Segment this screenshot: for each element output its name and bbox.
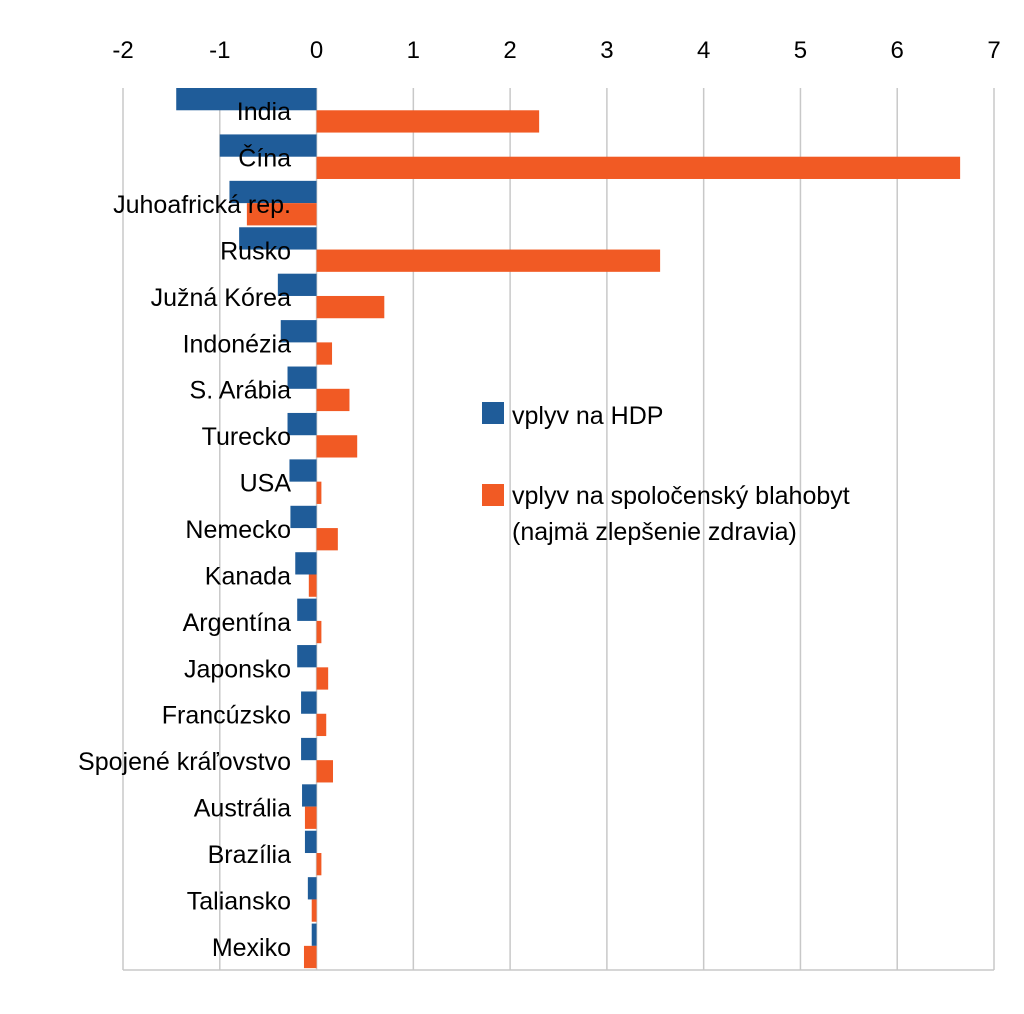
bar-gdp <box>307 877 317 900</box>
category-label: Rusko <box>220 237 291 265</box>
bar-gdp <box>304 830 317 854</box>
bar-welfare <box>316 853 322 876</box>
bar-welfare <box>316 713 327 737</box>
bar-gdp <box>301 691 317 714</box>
x-tick-label: 5 <box>794 37 807 64</box>
bar-gdp <box>277 273 317 296</box>
bar-gdp <box>297 645 317 668</box>
bar-gdp <box>311 923 317 946</box>
bar-welfare <box>316 249 661 272</box>
category-label: Kanada <box>205 562 291 590</box>
bar-gdp <box>290 505 317 529</box>
category-label: Argentína <box>183 609 292 637</box>
bar-gdp <box>229 180 317 204</box>
bar-gdp <box>287 366 317 389</box>
category-label: Brazília <box>208 841 291 869</box>
bar-welfare <box>316 760 334 783</box>
bar-welfare <box>316 528 338 551</box>
bar-gdp <box>289 459 317 482</box>
category-label: Južná Kórea <box>151 284 291 312</box>
legend-label-gdp: vplyv na HDP <box>512 402 663 430</box>
bar-welfare <box>316 156 961 179</box>
bar-welfare <box>303 945 317 969</box>
category-label: Turecko <box>202 423 291 451</box>
x-tick-label: 0 <box>310 37 323 64</box>
bar-welfare <box>316 667 329 690</box>
category-label: Francúzsko <box>162 702 291 730</box>
category-label: Nemecko <box>185 516 291 544</box>
x-tick-label: 3 <box>600 37 613 64</box>
bar-welfare <box>308 574 317 597</box>
x-tick-label: -2 <box>112 37 133 64</box>
legend-swatch-welfare <box>482 484 504 506</box>
bar-welfare <box>311 899 317 922</box>
bars <box>176 88 961 969</box>
category-label: Austrália <box>194 795 291 823</box>
bar-gdp <box>302 784 317 807</box>
x-tick-label: 4 <box>697 37 710 64</box>
x-tick-label: 7 <box>987 37 1000 64</box>
bar-gdp <box>297 598 317 621</box>
bar-gdp <box>239 227 317 250</box>
x-axis-tick-labels: -2 -1 0 1 2 3 4 5 6 7 <box>112 37 1000 64</box>
bar-welfare <box>316 110 540 133</box>
bar-gdp <box>219 134 317 157</box>
bar-welfare <box>316 388 350 412</box>
x-tick-label: 6 <box>891 37 904 64</box>
x-tick-label: -1 <box>209 37 230 64</box>
bar-gdp <box>287 412 317 436</box>
bar-gdp <box>301 737 317 761</box>
category-label: Taliansko <box>187 887 291 915</box>
category-label: Čína <box>238 144 291 173</box>
category-label: Japonsko <box>184 655 291 683</box>
bar-gdp <box>280 320 317 343</box>
category-label: Indonézia <box>183 330 292 358</box>
bar-welfare <box>316 342 333 365</box>
category-label: Mexiko <box>212 934 291 962</box>
legend-label-welfare-line2: (najmä zlepšenie zdravia) <box>512 518 797 546</box>
bar-gdp <box>176 88 317 111</box>
x-tick-label: 1 <box>407 37 420 64</box>
category-label: Juhoafrická rep. <box>113 191 291 219</box>
bar-gdp <box>295 552 317 575</box>
bar-welfare <box>316 435 358 458</box>
legend: vplyv na HDP vplyv na spoločenský blahob… <box>482 402 850 546</box>
category-label: S. Arábia <box>190 377 292 405</box>
category-label: India <box>237 98 291 126</box>
legend-label-welfare-line1: vplyv na spoločenský blahobyt <box>512 482 850 510</box>
bar-welfare <box>246 203 317 226</box>
category-label: Spojené kráľovstvo <box>78 748 291 776</box>
legend-swatch-gdp <box>482 402 504 424</box>
bar-welfare <box>304 806 317 829</box>
bar-welfare <box>316 620 322 644</box>
category-labels: India Čína Juhoafrická rep. Rusko Južná Kóre… <box>78 98 291 962</box>
bar-welfare <box>316 295 385 319</box>
category-label: USA <box>240 470 292 498</box>
x-tick-label: 2 <box>503 37 516 64</box>
bar-welfare <box>316 481 322 504</box>
